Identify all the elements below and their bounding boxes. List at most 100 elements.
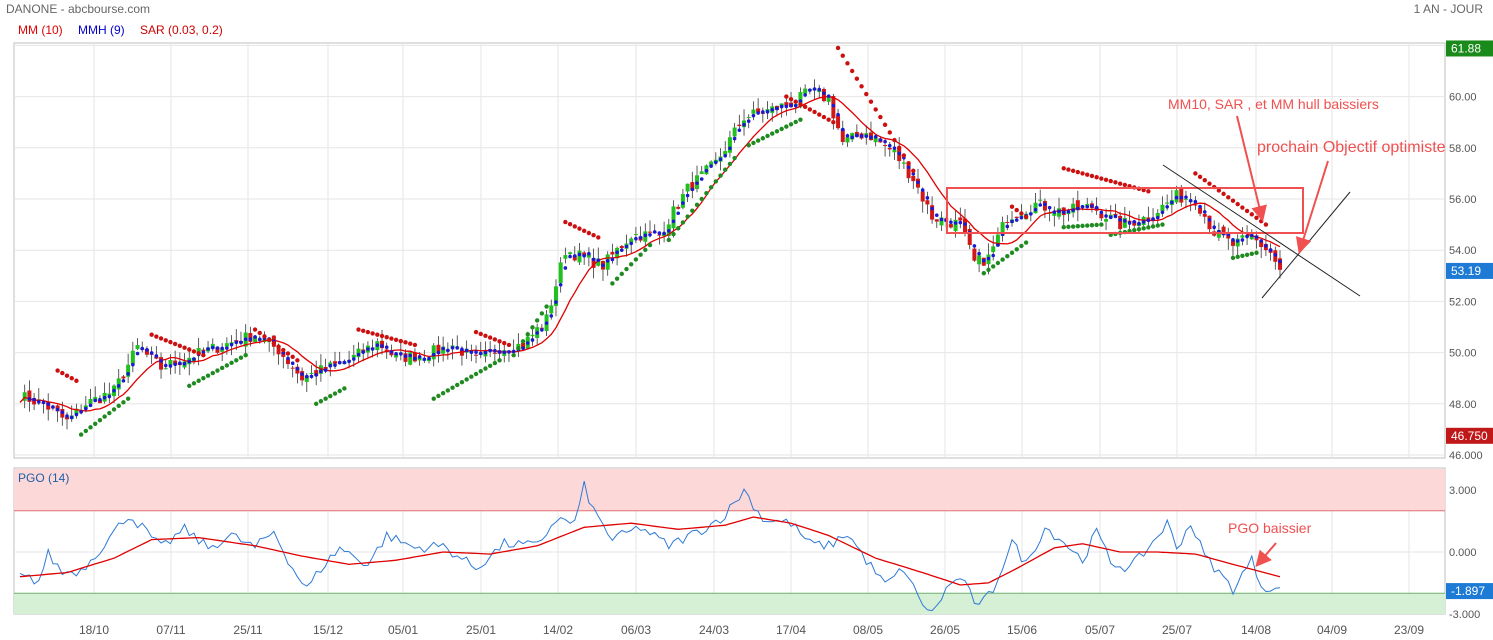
sar-dot — [1117, 181, 1123, 186]
mmh-dot — [1278, 259, 1282, 264]
sar-dot — [1080, 223, 1085, 229]
sar-dot — [567, 222, 573, 227]
sar-dot — [784, 94, 789, 99]
mmh-dot — [756, 111, 760, 115]
candle-body — [953, 219, 958, 232]
x-tick-label: 18/10 — [79, 623, 109, 637]
sar-dot — [1066, 224, 1071, 230]
candle-body — [1071, 203, 1076, 213]
mmh-dot — [93, 398, 98, 403]
candle-body — [1198, 207, 1203, 214]
sar-dot — [1240, 205, 1245, 210]
candle-body — [727, 137, 732, 153]
mmh-dot — [511, 349, 516, 354]
mmh-dot — [168, 364, 173, 368]
sar-dot — [478, 369, 483, 374]
mmh-dot — [624, 244, 629, 249]
mmh-dot — [572, 254, 577, 258]
mmh-dot — [1123, 219, 1127, 223]
mmh-dot — [1240, 238, 1245, 242]
candle-body — [939, 217, 944, 226]
sar-dot — [628, 262, 634, 267]
candle-body — [845, 137, 850, 143]
y-tick-label: 46.000 — [1449, 450, 1483, 462]
sar-dot — [901, 153, 907, 158]
sar-dot — [436, 393, 441, 399]
mmh-dot — [1113, 214, 1118, 219]
sar-dot — [1005, 253, 1010, 259]
sar-dot — [266, 337, 272, 342]
candle-body — [680, 194, 685, 208]
last-price-badge: 53.19 — [1446, 262, 1493, 279]
x-tick-label: 25/11 — [233, 623, 262, 637]
candle-body — [586, 254, 591, 258]
sar-dot — [1009, 250, 1015, 255]
candle-body — [394, 353, 399, 358]
mmh-dot — [253, 335, 257, 339]
sar-dot — [835, 45, 841, 51]
pgo-signal-line — [19, 516, 1281, 586]
mmh-dot — [1174, 195, 1179, 200]
sar-dot — [788, 122, 794, 127]
candle-body — [1104, 219, 1109, 222]
mmh-dot — [507, 350, 511, 354]
sar-dot — [483, 333, 488, 338]
mmh-dot — [577, 252, 582, 257]
candle-body — [22, 392, 27, 401]
sar-dot — [1075, 169, 1081, 175]
candle-body — [74, 408, 79, 415]
sar-dot — [1085, 172, 1090, 177]
mmh-dot — [1137, 221, 1141, 226]
sar-dot — [779, 126, 784, 132]
mmh-dot — [380, 344, 384, 348]
mmh-dot — [798, 99, 803, 103]
sar-dot — [177, 343, 183, 349]
mmh-dot — [225, 346, 229, 350]
mmh-dot — [497, 350, 502, 354]
sar-dot — [224, 363, 230, 368]
mmh-dot — [544, 321, 549, 325]
mmh-dot — [182, 361, 187, 366]
sar-dot — [831, 120, 836, 125]
mmh-dot — [737, 128, 742, 133]
sar-dot — [666, 237, 672, 243]
x-tick-label: 08/05 — [853, 623, 883, 637]
mmh-dot — [648, 232, 652, 237]
mmh-dot — [906, 165, 911, 170]
candle-body — [991, 246, 996, 253]
sar-dot — [328, 393, 333, 399]
mmh-dot — [464, 348, 469, 353]
candle-body — [333, 361, 337, 364]
mmh-dot — [1127, 221, 1132, 225]
sar-dot — [412, 342, 418, 348]
sar-dot — [826, 117, 831, 122]
sar-dot — [708, 185, 714, 190]
candle-body — [1207, 215, 1212, 230]
candle-body — [709, 161, 714, 166]
mmh-dot — [333, 363, 337, 367]
mmh-dot — [366, 347, 370, 351]
mmh-dot — [323, 368, 328, 372]
mmh-dot — [210, 345, 215, 350]
sar-dot — [530, 325, 535, 330]
mmh-dot — [826, 94, 831, 98]
mmh-dot — [384, 345, 389, 349]
mmh-dot — [883, 139, 887, 144]
sar-dot — [586, 230, 592, 236]
sar-dot — [1193, 171, 1198, 176]
mmh-dot — [568, 254, 572, 259]
pgo-value-badge-bg — [1446, 583, 1493, 600]
x-tick-label: 24/03 — [699, 623, 729, 637]
sar-dot — [511, 352, 516, 358]
mmh-dot — [911, 172, 916, 176]
sar-dot — [252, 327, 258, 332]
mmh-dot — [535, 331, 539, 335]
mmh-dot — [596, 258, 601, 263]
candle-body — [596, 258, 601, 266]
mmh-dot — [765, 110, 770, 114]
mmh-dot — [657, 231, 662, 235]
mmh-dot — [1099, 210, 1104, 215]
sar-dot — [497, 339, 502, 344]
period-label[interactable]: 1 AN - JOUR — [1413, 2, 1483, 16]
sar-dot — [1019, 243, 1024, 249]
